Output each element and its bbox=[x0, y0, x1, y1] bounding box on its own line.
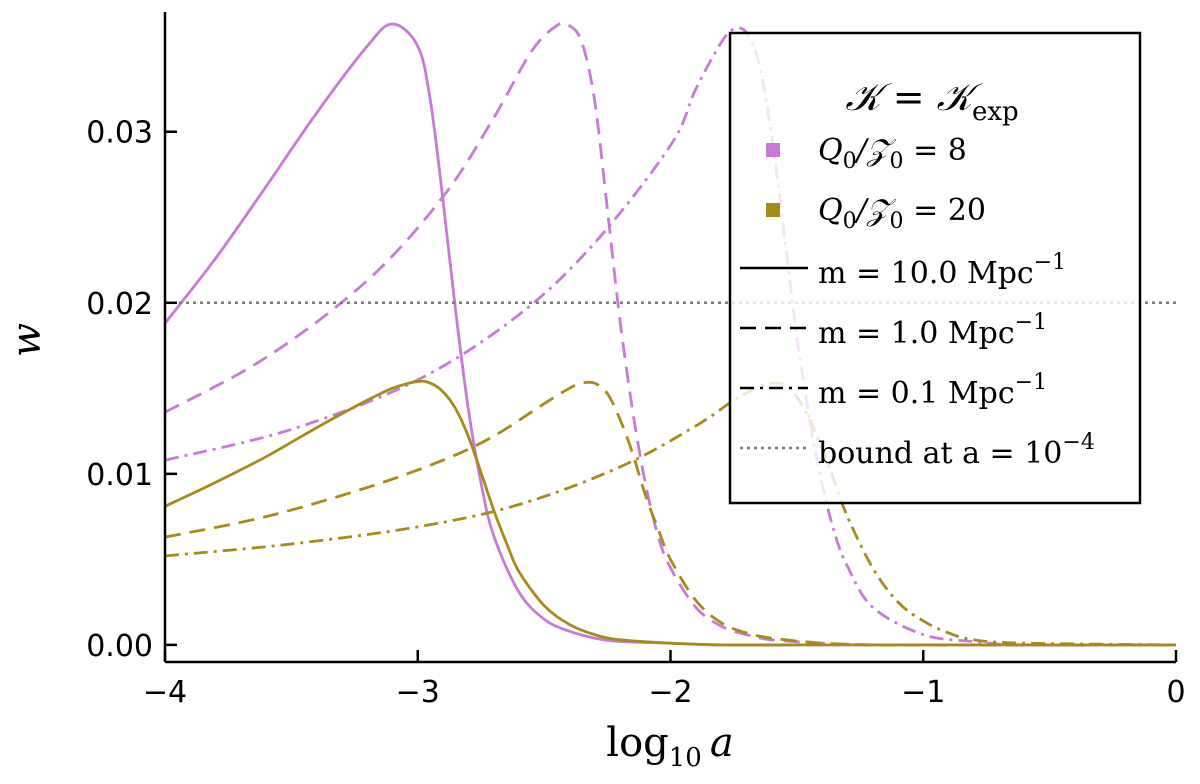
x-axis-title-sub: 10 bbox=[669, 743, 702, 773]
legend-title-lhs: 𝒦 = 𝒦 bbox=[845, 75, 983, 119]
y-tick-label: 0.02 bbox=[86, 287, 153, 322]
x-tick-label: 0 bbox=[1166, 675, 1185, 710]
x-tick-label: −3 bbox=[396, 675, 440, 710]
legend-marker-q20 bbox=[766, 203, 780, 217]
y-tick-label: 0.00 bbox=[86, 629, 153, 664]
ticks-layer: −4 −3 −2 −1 0 0.00 0.01 0.02 0.03 bbox=[86, 116, 1185, 710]
series-line-q8-m0_1 bbox=[165, 26, 1176, 647]
series-line-q8-m1 bbox=[165, 21, 1176, 647]
x-tick-label: −1 bbox=[901, 675, 945, 710]
x-axis-title-main: log bbox=[606, 720, 668, 766]
x-tick-label: −4 bbox=[143, 675, 187, 710]
y-axis-title: w bbox=[4, 323, 50, 357]
legend-label-q8: Q0/𝒵0 = 8 bbox=[818, 133, 967, 174]
legend-marker-q8 bbox=[766, 143, 780, 157]
legend-title: 𝒦 = 𝒦exp bbox=[845, 75, 1018, 127]
legend-label-m10: m = 10.0 Mpc−1 bbox=[818, 250, 1066, 291]
legend: 𝒦 = 𝒦exp Q0/𝒵0 = 8 Q0/𝒵0 = 20 m = 10.0 M… bbox=[728, 31, 1142, 505]
x-tick-label: −2 bbox=[648, 675, 692, 710]
series-line-q20-m1 bbox=[165, 380, 1176, 647]
legend-label-bound: bound at a = 10−4 bbox=[818, 430, 1095, 471]
legend-label-m01: m = 0.1 Mpc−1 bbox=[818, 370, 1047, 411]
legend-label-q20: Q0/𝒵0 = 20 bbox=[818, 193, 986, 234]
legend-title-sub: exp bbox=[972, 97, 1019, 127]
y-tick-label: 0.03 bbox=[86, 116, 153, 151]
legend-label-m1: m = 1.0 Mpc−1 bbox=[818, 310, 1047, 351]
x-axis-title: log10 a bbox=[606, 720, 733, 773]
x-axis-title-var: a bbox=[710, 720, 734, 766]
y-tick-label: 0.01 bbox=[86, 458, 153, 493]
